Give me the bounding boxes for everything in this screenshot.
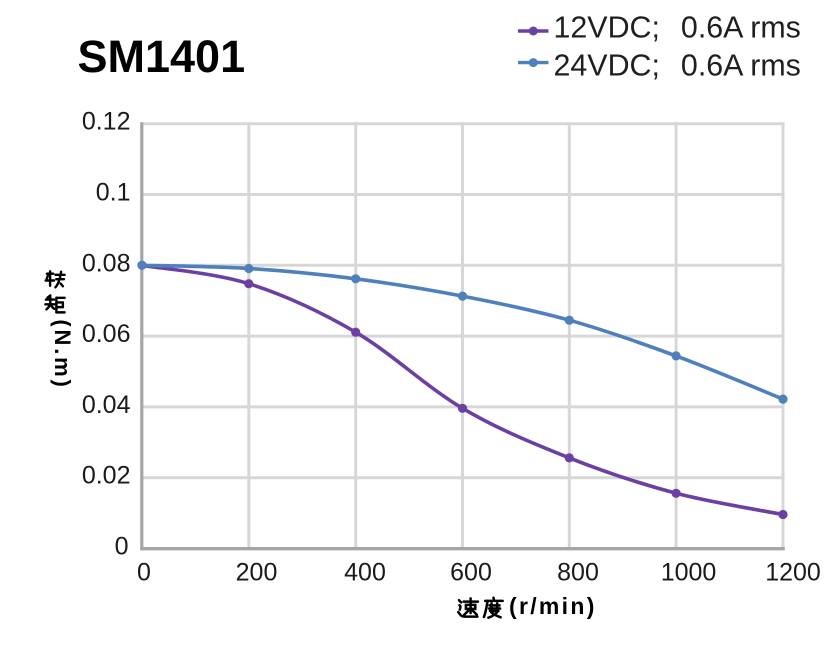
svg-text:(N.m): (N.m) <box>50 319 75 389</box>
svg-text:600: 600 <box>450 559 492 587</box>
svg-text:SM1401: SM1401 <box>78 31 246 82</box>
svg-text:0.02: 0.02 <box>82 462 131 490</box>
svg-text:0: 0 <box>137 559 151 587</box>
svg-text:0.06: 0.06 <box>82 320 131 348</box>
svg-text:0.04: 0.04 <box>82 391 131 419</box>
svg-text:1200: 1200 <box>765 559 821 587</box>
svg-text:1000: 1000 <box>661 559 717 587</box>
svg-text:800: 800 <box>557 559 599 587</box>
svg-text:0.1: 0.1 <box>96 179 131 207</box>
svg-text:0: 0 <box>115 533 129 561</box>
svg-text:0.12: 0.12 <box>82 108 131 136</box>
svg-text:400: 400 <box>344 559 386 587</box>
svg-text:200: 200 <box>236 559 278 587</box>
svg-text:(r/min): (r/min) <box>509 593 597 619</box>
svg-text:0.08: 0.08 <box>82 249 131 277</box>
